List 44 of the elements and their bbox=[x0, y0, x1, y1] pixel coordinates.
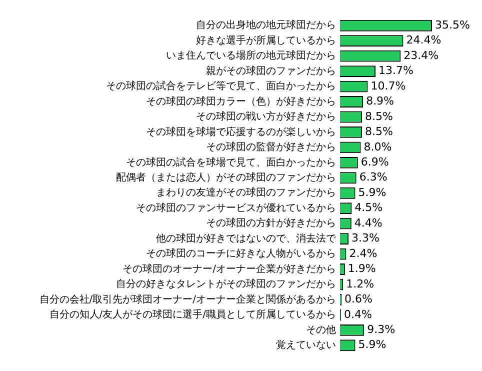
data-label: 8.5% bbox=[365, 125, 393, 138]
y-tick-label: その球団のオーナー/オーナー企業が好きだから bbox=[122, 262, 336, 275]
y-tick-label: その球団の監督が好きだから bbox=[206, 141, 336, 154]
data-label: 1.2% bbox=[346, 277, 374, 290]
y-tick-label: 配偶者（または恋人）がその球団のファンだから bbox=[116, 171, 336, 184]
data-label: 8.9% bbox=[366, 94, 394, 108]
data-label: 2.4% bbox=[349, 246, 378, 260]
y-tick-label: 他の球団が好きではないので、消去法で bbox=[156, 232, 337, 244]
y-tick-label: 自分の会社/取引先が球団オーナー/オーナー企業と関係があるから bbox=[39, 293, 336, 306]
y-tick-label: 好きな選手が所属しているから bbox=[196, 34, 336, 46]
y-tick-label: その球団の方針が好きだから bbox=[206, 217, 336, 230]
data-label: 1.9% bbox=[348, 262, 376, 276]
data-label: 0.6% bbox=[344, 292, 373, 306]
y-tick-label: その球団の試合を球場で見て、面白かったから bbox=[126, 156, 336, 168]
y-tick-label: 覚えていない bbox=[276, 338, 336, 351]
data-label: 8.5% bbox=[365, 110, 393, 123]
y-tick-label: その球団のファンサービスが優れているから bbox=[136, 202, 336, 214]
data-label: 5.9% bbox=[358, 186, 386, 199]
data-label: 24.4% bbox=[406, 34, 442, 47]
data-label: 9.3% bbox=[367, 323, 396, 336]
y-tick-label: その球団のコーチに好きな人物がいるから bbox=[146, 248, 336, 260]
y-tick-label: 親がその球団のファンだから bbox=[206, 64, 336, 77]
y-tick-label: その球団の戦い方が好きだから bbox=[196, 110, 336, 123]
data-label: 8.0% bbox=[364, 140, 392, 154]
y-tick-label: 自分の知人/友人がその球団に選手/職員として所属しているから bbox=[49, 308, 336, 321]
data-label: 13.7% bbox=[378, 64, 414, 78]
y-tick-label: その球団の試合をテレビ等で見て、面白かったから bbox=[106, 80, 336, 92]
data-label: 35.5% bbox=[435, 18, 470, 32]
data-label: 6.9% bbox=[360, 156, 389, 169]
data-label: 6.3% bbox=[359, 170, 388, 184]
y-tick-label: いま住んでいる場所の地元球団だから bbox=[166, 50, 336, 62]
y-tick-label: その他 bbox=[306, 324, 336, 336]
y-tick-label: 自分の出身地の地元球団だから bbox=[196, 19, 336, 32]
y-tick-label: その球団の球団カラー（色）が好きだから bbox=[146, 95, 336, 108]
y-tick-label: その球団を球場で応援するのが楽しいから bbox=[146, 126, 336, 138]
data-label: 0.4% bbox=[344, 308, 372, 321]
data-label: 3.3% bbox=[352, 232, 380, 245]
data-label: 5.9% bbox=[358, 338, 386, 352]
data-label: 10.7% bbox=[370, 79, 406, 92]
y-tick-label: まわりの友達がその球団のファンだから bbox=[156, 186, 336, 199]
data-label: 4.4% bbox=[354, 216, 382, 230]
data-label: 23.4% bbox=[404, 48, 439, 62]
data-label: 4.5% bbox=[354, 201, 383, 214]
y-tick-label: 自分の好きなタレントがその球団のファンだから bbox=[116, 278, 336, 290]
